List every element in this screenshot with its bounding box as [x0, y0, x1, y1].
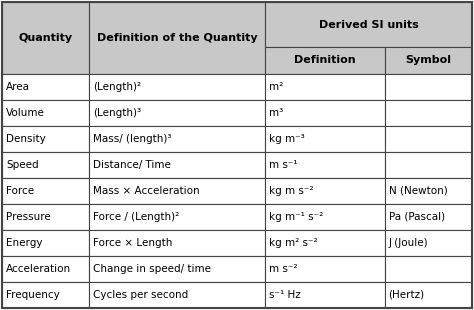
Text: Definition of the Quantity: Definition of the Quantity	[97, 33, 257, 43]
Text: m s⁻¹: m s⁻¹	[269, 160, 298, 170]
Text: kg m² s⁻²: kg m² s⁻²	[269, 238, 318, 248]
Text: m s⁻²: m s⁻²	[269, 264, 298, 274]
Text: Speed: Speed	[6, 160, 39, 170]
Bar	[385, 100, 472, 126]
Bar	[265, 281, 385, 308]
Text: m²: m²	[269, 82, 283, 92]
Bar	[385, 256, 472, 281]
Bar	[385, 152, 472, 178]
Bar	[385, 74, 472, 100]
Text: Force × Length: Force × Length	[93, 238, 173, 248]
Text: Volume: Volume	[6, 108, 45, 118]
Bar	[89, 230, 265, 256]
Text: J (Joule): J (Joule)	[389, 238, 428, 248]
Text: Energy: Energy	[6, 238, 43, 248]
Bar	[2, 74, 89, 100]
Bar	[265, 74, 385, 100]
Bar	[89, 152, 265, 178]
Text: Definition: Definition	[294, 55, 356, 65]
Text: Symbol: Symbol	[405, 55, 451, 65]
Bar	[2, 126, 89, 152]
Bar	[265, 47, 385, 74]
Bar	[89, 126, 265, 152]
Bar	[265, 2, 472, 47]
Text: Cycles per second: Cycles per second	[93, 290, 188, 299]
Bar	[265, 152, 385, 178]
Text: s⁻¹ Hz: s⁻¹ Hz	[269, 290, 301, 299]
Text: kg m s⁻²: kg m s⁻²	[269, 186, 313, 196]
Text: (Hertz): (Hertz)	[389, 290, 425, 299]
Text: Density: Density	[6, 134, 46, 144]
Bar	[265, 100, 385, 126]
Bar	[2, 281, 89, 308]
Text: Quantity: Quantity	[18, 33, 73, 43]
Bar	[89, 74, 265, 100]
Text: Mass × Acceleration: Mass × Acceleration	[93, 186, 200, 196]
Bar	[89, 100, 265, 126]
Bar	[89, 178, 265, 204]
Text: N (Newton): N (Newton)	[389, 186, 447, 196]
Bar	[385, 204, 472, 230]
Bar	[2, 100, 89, 126]
Bar	[2, 230, 89, 256]
Bar	[385, 126, 472, 152]
Text: kg m⁻¹ s⁻²: kg m⁻¹ s⁻²	[269, 212, 323, 222]
Text: Acceleration: Acceleration	[6, 264, 71, 274]
Bar	[2, 152, 89, 178]
Bar	[2, 178, 89, 204]
Bar	[385, 178, 472, 204]
Text: Force / (Length)²: Force / (Length)²	[93, 212, 179, 222]
Text: Frequency: Frequency	[6, 290, 60, 299]
Bar	[385, 281, 472, 308]
Text: Force: Force	[6, 186, 34, 196]
Text: (Length)³: (Length)³	[93, 108, 141, 118]
Text: Change in speed/ time: Change in speed/ time	[93, 264, 211, 274]
Bar	[89, 281, 265, 308]
Text: Derived SI units: Derived SI units	[319, 20, 418, 29]
Text: Area: Area	[6, 82, 30, 92]
Bar	[89, 204, 265, 230]
Text: Pressure: Pressure	[6, 212, 51, 222]
Bar	[89, 256, 265, 281]
Text: Distance/ Time: Distance/ Time	[93, 160, 171, 170]
Bar	[265, 178, 385, 204]
Text: m³: m³	[269, 108, 283, 118]
Bar	[385, 47, 472, 74]
Text: Mass/ (length)³: Mass/ (length)³	[93, 134, 172, 144]
Bar	[89, 2, 265, 74]
Bar	[265, 230, 385, 256]
Bar	[2, 2, 89, 74]
Bar	[2, 256, 89, 281]
Text: kg m⁻³: kg m⁻³	[269, 134, 305, 144]
Bar	[2, 204, 89, 230]
Bar	[265, 256, 385, 281]
Bar	[385, 230, 472, 256]
Bar	[265, 126, 385, 152]
Text: Pa (Pascal): Pa (Pascal)	[389, 212, 445, 222]
Text: (Length)²: (Length)²	[93, 82, 141, 92]
Bar	[265, 204, 385, 230]
